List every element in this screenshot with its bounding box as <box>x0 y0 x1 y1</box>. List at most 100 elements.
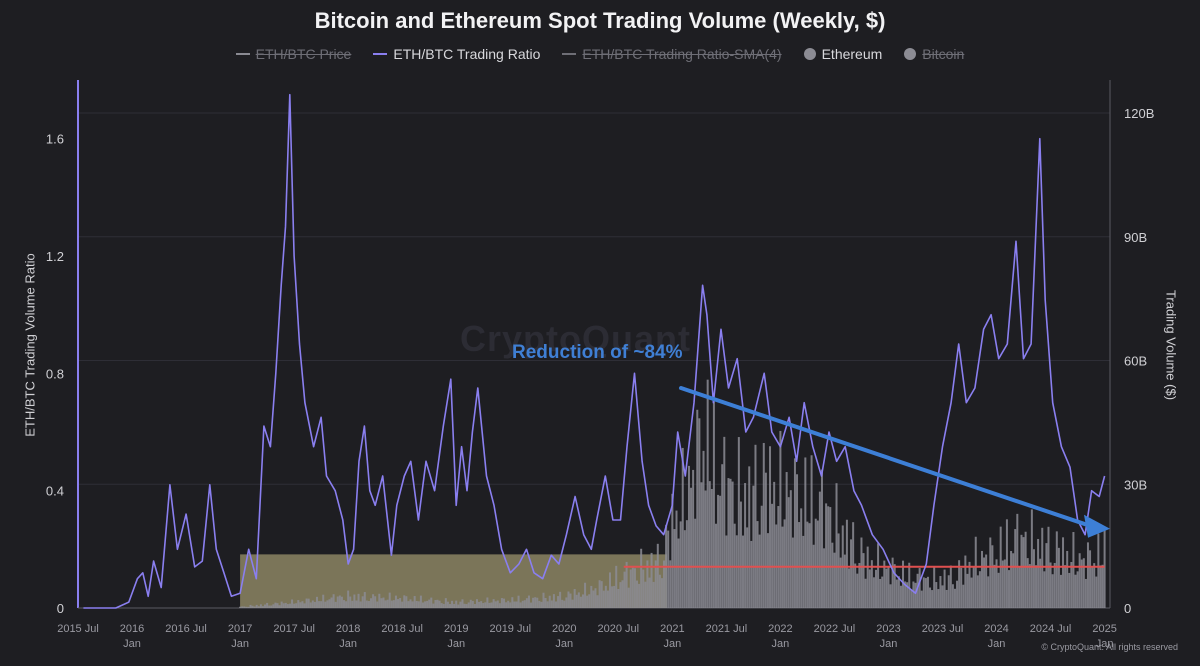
eth-volume-bar-386 <box>1041 527 1044 608</box>
eth-volume-bar-383 <box>1035 565 1038 608</box>
eth-volume-bar-231 <box>719 495 722 608</box>
eth-volume-bar-42 <box>326 600 329 608</box>
eth-volume-bar-368 <box>1003 559 1006 608</box>
eth-volume-bar-46 <box>334 601 337 608</box>
eth-volume-bar-111 <box>469 599 472 608</box>
eth-volume-bar-267 <box>793 458 796 608</box>
eth-volume-bar-33 <box>307 598 310 608</box>
eth-volume-bar-249 <box>756 521 759 608</box>
eth-volume-bar-412 <box>1095 576 1098 608</box>
eth-volume-bar-127 <box>503 598 506 608</box>
x-tick-sub-13: Jan <box>772 638 790 650</box>
eth-volume-bar-56 <box>355 600 358 608</box>
eth-volume-bar-35 <box>311 600 314 608</box>
y-axis-label-right: Trading Volume ($) <box>1163 289 1179 401</box>
eth-volume-bar-183 <box>619 582 622 608</box>
eth-volume-bar-218 <box>692 469 695 608</box>
eth-volume-bar-293 <box>847 568 850 608</box>
eth-volume-bar-67 <box>378 593 381 608</box>
eth-volume-bar-98 <box>442 603 445 608</box>
x-tick-sub-19: Jan <box>1096 638 1114 650</box>
eth-volume-bar-225 <box>706 379 709 608</box>
eth-btc-ratio-line <box>83 93 1106 609</box>
eth-volume-bar-50 <box>343 600 346 608</box>
eth-volume-bar-95 <box>436 599 439 608</box>
eth-volume-bar-174 <box>600 581 603 608</box>
eth-volume-bar-175 <box>602 590 605 608</box>
legend-item-2[interactable]: ETH/BTC Trading Ratio-SMA(4) <box>562 46 782 62</box>
eth-volume-bar-97 <box>440 603 443 608</box>
eth-volume-bar-29 <box>299 602 302 608</box>
eth-volume-bar-222 <box>700 482 703 608</box>
eth-volume-bar-416 <box>1103 530 1106 608</box>
eth-volume-bar-131 <box>511 597 514 608</box>
eth-volume-bar-280 <box>820 469 823 608</box>
eth-volume-bar-155 <box>561 599 564 608</box>
eth-volume-bar-279 <box>818 491 821 608</box>
eth-volume-bar-161 <box>573 589 576 608</box>
eth-volume-bar-128 <box>505 602 508 608</box>
eth-volume-bar-269 <box>798 522 801 608</box>
eth-volume-bar-79 <box>403 595 406 608</box>
eth-volume-bar-239 <box>735 535 738 608</box>
eth-volume-bar-90 <box>426 600 429 608</box>
eth-volume-bar-397 <box>1064 565 1067 608</box>
eth-volume-bar-396 <box>1062 537 1065 608</box>
eth-volume-bar-360 <box>987 576 990 608</box>
legend-swatch-4 <box>904 48 917 60</box>
eth-volume-bar-134 <box>517 595 520 608</box>
eth-volume-bar-245 <box>748 466 751 608</box>
eth-volume-bar-374 <box>1016 513 1019 608</box>
legend-item-3[interactable]: Ethereum <box>803 46 882 62</box>
eth-volume-bar-188 <box>629 569 632 608</box>
eth-volume-bar-326 <box>916 573 919 608</box>
eth-volume-bar-48 <box>338 595 341 608</box>
eth-volume-bar-139 <box>527 595 530 608</box>
copyright-credit: © CryptoQuant. All rights reserved <box>1041 642 1178 652</box>
eth-volume-bar-292 <box>845 519 848 608</box>
legend-item-1[interactable]: ETH/BTC Trading Ratio <box>373 46 540 62</box>
eth-volume-bar-351 <box>968 561 971 608</box>
eth-volume-bar-89 <box>424 601 427 608</box>
y-tick-left-2: 0.8 <box>46 366 64 381</box>
eth-volume-bar-248 <box>754 444 757 608</box>
eth-volume-bar-69 <box>382 597 385 608</box>
x-tick-sub-15: Jan <box>880 638 898 650</box>
eth-volume-bar-208 <box>671 493 674 608</box>
eth-volume-bar-1 <box>241 606 244 608</box>
eth-volume-bar-392 <box>1053 562 1056 608</box>
eth-volume-bar-255 <box>769 446 772 608</box>
y-tick-left-4: 1.6 <box>46 132 64 147</box>
eth-volume-bar-233 <box>723 436 726 608</box>
x-tick-12: 2021 Jul <box>706 623 748 635</box>
eth-volume-bar-142 <box>534 597 537 608</box>
legend-item-0[interactable]: ETH/BTC Price <box>235 46 351 62</box>
eth-volume-bar-77 <box>399 598 402 608</box>
eth-volume-bar-330 <box>924 578 927 608</box>
eth-volume-bar-301 <box>864 578 867 608</box>
eth-volume-bar-87 <box>419 595 422 608</box>
eth-volume-bar-299 <box>860 537 863 608</box>
eth-volume-bar-39 <box>320 601 323 608</box>
eth-volume-bar-124 <box>496 600 499 608</box>
eth-volume-bar-250 <box>758 534 761 608</box>
x-tick-sub-5: Jan <box>339 638 357 650</box>
x-tick-1: 2016 <box>120 623 144 635</box>
eth-volume-bar-91 <box>428 599 431 608</box>
eth-volume-bar-52 <box>347 590 350 608</box>
x-tick-sub-11: Jan <box>663 638 681 650</box>
eth-volume-bar-138 <box>525 598 528 608</box>
eth-volume-bar-376 <box>1020 534 1023 608</box>
eth-volume-bar-384 <box>1037 538 1040 608</box>
eth-volume-bar-57 <box>357 593 360 608</box>
x-tick-18: 2024 Jul <box>1030 623 1072 635</box>
eth-volume-bar-119 <box>486 597 489 608</box>
eth-volume-bar-207 <box>669 560 672 608</box>
eth-volume-bar-221 <box>698 418 701 608</box>
eth-volume-bar-275 <box>810 455 813 608</box>
legend-item-4[interactable]: Bitcoin <box>904 46 964 62</box>
eth-volume-bar-286 <box>833 552 836 608</box>
eth-volume-bar-167 <box>586 595 589 608</box>
eth-volume-bar-113 <box>473 604 476 608</box>
eth-volume-bar-201 <box>656 543 659 608</box>
